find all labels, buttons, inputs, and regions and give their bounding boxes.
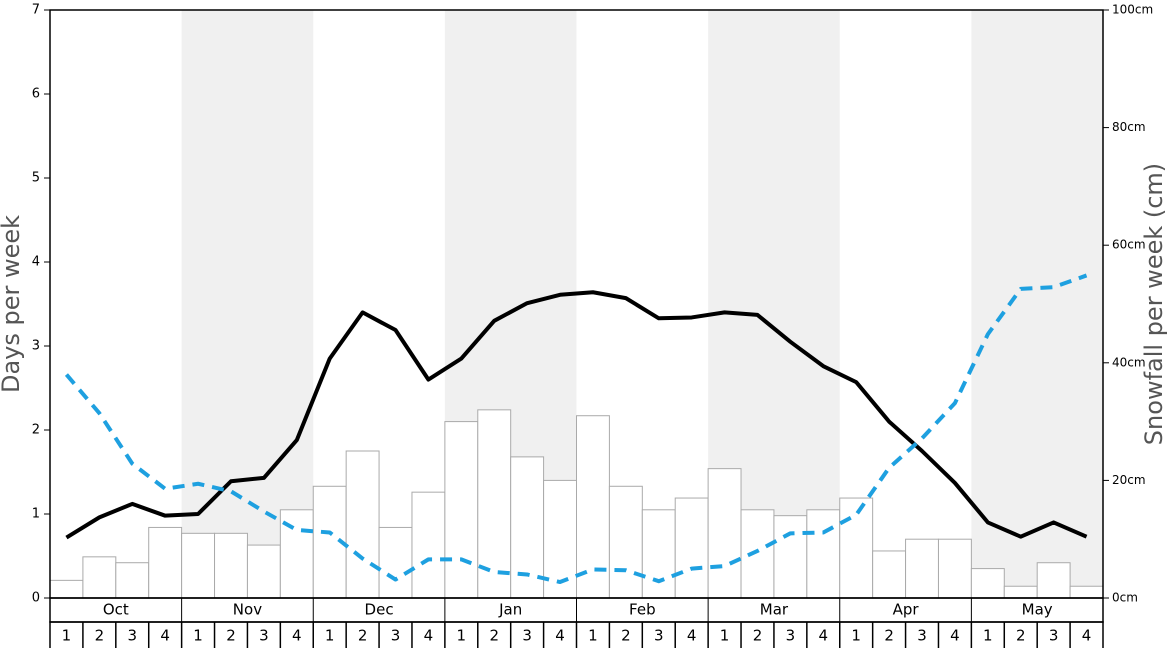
month-label: Jan (498, 601, 522, 619)
x-tick-label: 3 (259, 627, 269, 645)
bar (576, 415, 610, 599)
x-tick-label: 1 (588, 627, 598, 645)
bar (411, 491, 446, 599)
month-label: Feb (629, 601, 656, 619)
x-tick-label: 3 (127, 627, 137, 645)
x-tick-label: 2 (1016, 627, 1026, 645)
bar (378, 526, 413, 599)
bar (345, 450, 380, 599)
y-tick-label: 0 (32, 591, 40, 606)
bar (214, 532, 248, 599)
x-tick-label: 1 (325, 627, 335, 645)
month-label: Mar (760, 601, 789, 619)
bar (641, 509, 676, 599)
x-tick-label: 1 (720, 627, 730, 645)
bar (477, 409, 512, 599)
y-tick-label: 2 (32, 423, 40, 438)
month-shade (971, 10, 1103, 598)
y2-tick-label: 20cm (1112, 473, 1146, 487)
x-tick-label: 4 (819, 627, 829, 645)
month-label: Nov (233, 601, 262, 619)
y-tick-label: 4 (32, 255, 40, 270)
bar (905, 538, 939, 599)
bar (148, 526, 183, 599)
x-tick-label: 4 (160, 627, 170, 645)
y2-axis-label: Snowfall per week (cm) (1140, 163, 1168, 445)
y2-tick-label: 0cm (1112, 591, 1138, 605)
x-tick-label: 2 (489, 627, 499, 645)
x-tick-label: 4 (555, 627, 565, 645)
month-label: Dec (365, 601, 394, 619)
x-tick-label: 4 (1082, 627, 1092, 645)
x-tick-label: 3 (786, 627, 796, 645)
y2-tick-label: 100cm (1112, 3, 1153, 17)
x-tick-label: 1 (457, 627, 467, 645)
month-shade (181, 10, 314, 598)
x-tick-label: 3 (917, 627, 927, 645)
month-label: Apr (893, 601, 920, 619)
bar (181, 532, 216, 599)
y2-tick-label: 80cm (1112, 120, 1146, 134)
x-tick-label: 4 (950, 627, 960, 645)
y2-tick-label: 40cm (1112, 355, 1146, 369)
x-tick-label: 3 (1049, 627, 1059, 645)
bar (608, 485, 643, 599)
bar (970, 568, 1005, 599)
x-tick-label: 2 (753, 627, 763, 645)
bar (115, 562, 150, 599)
line (64, 273, 1088, 585)
bar (839, 497, 874, 599)
month-label: Oct (103, 601, 129, 619)
bar (246, 544, 281, 599)
bar (872, 550, 907, 599)
y-axis-label: Days per week (0, 215, 25, 393)
bar (674, 497, 709, 599)
x-tick-label: 2 (358, 627, 368, 645)
y-tick-label: 5 (32, 171, 40, 186)
bar (740, 509, 775, 599)
bar (806, 509, 841, 599)
y-tick-label: 6 (32, 87, 40, 102)
x-tick-label: 2 (95, 627, 105, 645)
bar (49, 579, 84, 599)
x-tick-label: 1 (983, 627, 993, 645)
y-tick-label: 7 (32, 3, 40, 18)
bar (937, 538, 972, 599)
x-tick-label: 4 (424, 627, 434, 645)
bar (444, 421, 479, 599)
x-tick-label: 1 (193, 627, 203, 645)
x-tick-label: 3 (522, 627, 532, 645)
y-tick-label: 3 (32, 339, 40, 354)
bar (707, 468, 742, 599)
x-tick-label: 3 (391, 627, 401, 645)
x-tick-label: 3 (654, 627, 664, 645)
y2-tick-label: 60cm (1112, 238, 1146, 252)
x-tick-label: 4 (687, 627, 697, 645)
bar (1069, 585, 1104, 599)
bar (82, 556, 117, 599)
x-tick-label: 2 (226, 627, 236, 645)
x-tick-label: 1 (62, 627, 72, 645)
bar (1036, 562, 1071, 599)
line (65, 290, 1088, 540)
x-tick-label: 2 (621, 627, 631, 645)
x-tick-label: 4 (292, 627, 302, 645)
bar (773, 515, 808, 599)
bar (1003, 585, 1038, 599)
x-tick-label: 2 (884, 627, 894, 645)
y-tick-label: 1 (32, 507, 40, 522)
x-tick-label: 1 (851, 627, 861, 645)
month-label: May (1022, 601, 1053, 619)
